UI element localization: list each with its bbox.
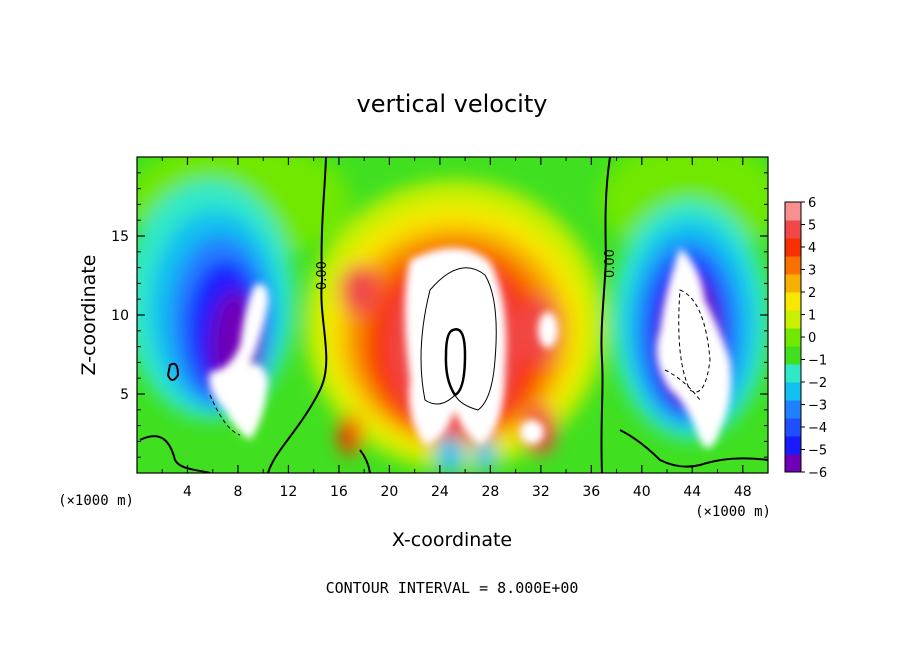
- x-tick-label: 44: [683, 484, 701, 500]
- colorbar-swatch: [785, 238, 801, 257]
- colorbar-tick-label: −3: [808, 399, 827, 414]
- z-tick-label: 5: [120, 387, 129, 403]
- colorbar-tick-label: 4: [808, 241, 816, 256]
- z-unit-label: (×1000 m): [58, 493, 134, 509]
- z-axis-label: Z-coordinate: [78, 255, 100, 376]
- colorbar-tick-label: 0: [808, 331, 816, 346]
- x-tick-label: 4: [183, 484, 192, 500]
- colorbar-swatch: [785, 274, 801, 293]
- colorbar-swatch: [785, 220, 801, 239]
- contour-label: 0.00: [315, 261, 330, 290]
- x-tick-label: 40: [633, 484, 651, 500]
- x-axis: 4 8 12 16 20 24 28 32 36 40 44 48: [161, 157, 752, 500]
- colorbar-swatch: [785, 400, 801, 419]
- colorbar-swatch: [785, 454, 801, 473]
- colorbar-tick-label: −1: [808, 354, 827, 369]
- colorbar-tick-label: −4: [808, 421, 827, 436]
- colorbar-swatch: [785, 418, 801, 437]
- colorbar-swatch: [785, 292, 801, 311]
- contour-interval-note: CONTOUR INTERVAL = 8.000E+00: [326, 579, 579, 597]
- colorbar-swatch: [785, 202, 801, 221]
- x-tick-label: 8: [233, 484, 242, 500]
- colorbar-tick-label: 2: [808, 286, 816, 301]
- x-tick-label: 36: [582, 484, 600, 500]
- x-tick-label: 28: [481, 484, 499, 500]
- x-axis-label: X-coordinate: [392, 529, 512, 551]
- colorbar-swatch: [785, 382, 801, 401]
- contour-lines: [139, 157, 768, 473]
- colorbar: 6 5 4 3 2 1 0 −1 −2 −3 −4 −5 −6: [784, 196, 827, 481]
- colorbar-tick-label: 1: [808, 309, 816, 324]
- colorbar-swatch: [785, 346, 801, 365]
- colorbar-tick-label: −2: [808, 376, 827, 391]
- x-tick-label: 48: [734, 484, 752, 500]
- x-tick-label: 32: [532, 484, 550, 500]
- colorbar-swatch: [785, 364, 801, 383]
- colorbar-tick-label: −5: [808, 444, 827, 459]
- colorbar-tick-label: 5: [808, 219, 816, 234]
- colorbar-tick-label: −6: [808, 466, 827, 481]
- colorbar-swatch: [785, 436, 801, 455]
- colorbar-tick-label: 6: [808, 196, 816, 211]
- colorbar-swatch: [785, 310, 801, 329]
- z-tick-label: 15: [111, 229, 129, 245]
- colorbar-tick-label: 3: [808, 264, 816, 279]
- x-tick-label: 24: [431, 484, 449, 500]
- x-tick-label: 20: [380, 484, 398, 500]
- x-tick-label: 12: [280, 484, 298, 500]
- heatmap-field: [137, 157, 768, 473]
- x-tick-label: 16: [330, 484, 348, 500]
- x-unit-label: (×1000 m): [695, 504, 771, 520]
- colorbar-swatch: [785, 328, 801, 347]
- z-axis: 5 10 15: [111, 172, 768, 458]
- colorbar-swatch: [785, 256, 801, 275]
- z-tick-label: 10: [111, 308, 129, 324]
- contour-label: 0.00: [603, 249, 618, 278]
- chart-title: vertical velocity: [357, 90, 548, 118]
